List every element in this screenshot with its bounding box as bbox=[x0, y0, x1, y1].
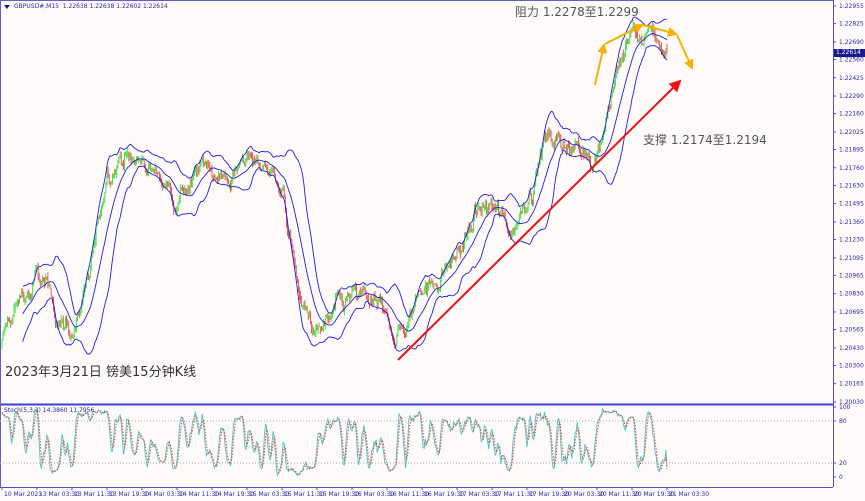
price-tick-label: 1.21360 bbox=[839, 219, 864, 226]
price-tick-label: 1.21230 bbox=[839, 237, 864, 244]
time-tick-label: 14 Mar 19:30 bbox=[214, 491, 254, 498]
resistance-note: 阻力 1.2278至1.2299 bbox=[515, 5, 639, 19]
current-price-tag: 1.22614 bbox=[834, 49, 865, 57]
stoch-label: Stoch(5,3,3) 14.3860 11.7956 bbox=[4, 407, 95, 414]
time-tick-label: 17 Mar 19:30 bbox=[529, 491, 569, 498]
stoch-signal-line bbox=[1, 408, 668, 476]
price-tick-label: 1.22560 bbox=[839, 56, 864, 63]
time-tick-label: 13 Mar 03:30 bbox=[39, 491, 79, 498]
price-tick-label: 1.21095 bbox=[839, 255, 864, 262]
stoch-tick-label: 20 bbox=[839, 460, 847, 467]
drawings bbox=[397, 24, 694, 361]
price-tick-label: 1.22025 bbox=[839, 129, 864, 136]
time-tick-label: 17 Mar 03:30 bbox=[459, 491, 499, 498]
price-tick-label: 1.21760 bbox=[839, 165, 864, 172]
price-tick-label: 1.22160 bbox=[839, 111, 864, 118]
price-tick-label: 1.22425 bbox=[839, 75, 864, 82]
forecast-arrow bbox=[642, 24, 678, 37]
price-tick-label: 1.20565 bbox=[839, 327, 864, 334]
bollinger-upper bbox=[22, 16, 668, 318]
time-tick-label: 13 Mar 11:30 bbox=[74, 491, 114, 498]
chart-title-note: 2023年3月21日 镑美15分钟K线 bbox=[5, 365, 197, 380]
forecast-arrow bbox=[676, 34, 694, 70]
symbol-label: GBPUSD#,M15 bbox=[14, 3, 59, 10]
support-note: 支撑 1.2174至1.2194 bbox=[643, 133, 767, 147]
price-tick-label: 1.22955 bbox=[839, 3, 864, 10]
candles bbox=[1, 20, 668, 350]
price-tick-label: 1.21630 bbox=[839, 182, 864, 189]
price-tick-label: 1.20695 bbox=[839, 309, 864, 316]
time-tick-label: 15 Mar 03:30 bbox=[249, 491, 289, 498]
price-tick-label: 1.20030 bbox=[839, 399, 864, 406]
price-tick-label: 1.20430 bbox=[839, 345, 864, 352]
chart-header: GBPUSD#,M15 1.22638 1.22638 1.22602 1.22… bbox=[4, 3, 168, 10]
forecast-arrow bbox=[594, 43, 608, 86]
bollinger-middle bbox=[22, 33, 668, 332]
time-tick-label: 15 Mar 19:30 bbox=[319, 491, 359, 498]
price-tick-label: 1.22690 bbox=[839, 39, 864, 46]
bollinger-lower bbox=[22, 45, 668, 355]
time-tick-label: 10 Mar 2023 bbox=[4, 491, 42, 498]
price-tick-label: 1.20300 bbox=[839, 362, 864, 369]
stoch-tick-label: 0 bbox=[839, 474, 843, 481]
price-tick-label: 1.20830 bbox=[839, 291, 864, 298]
price-tick-label: 1.21895 bbox=[839, 147, 864, 154]
time-tick-label: 20 Mar 11:30 bbox=[599, 491, 639, 498]
time-tick-label: 17 Mar 11:30 bbox=[494, 491, 534, 498]
price-tick-label: 1.20165 bbox=[839, 381, 864, 388]
price-tick-label: 1.21495 bbox=[839, 201, 864, 208]
ohlc-values: 1.22638 1.22638 1.22602 1.22614 bbox=[62, 3, 168, 10]
time-tick-label: 16 Mar 11:30 bbox=[389, 491, 429, 498]
stoch-tick-label: 100 bbox=[839, 404, 851, 411]
time-tick-label: 20 Mar 19:30 bbox=[634, 491, 674, 498]
stoch-tick-label: 80 bbox=[839, 418, 847, 425]
price-tick-label: 1.20965 bbox=[839, 272, 864, 279]
time-tick-label: 16 Mar 19:30 bbox=[424, 491, 464, 498]
stochastic-panel bbox=[1, 407, 668, 477]
dropdown-triangle-icon[interactable] bbox=[4, 4, 10, 9]
time-tick-label: 14 Mar 11:30 bbox=[179, 491, 219, 498]
time-tick-label: 15 Mar 11:30 bbox=[284, 491, 324, 498]
price-tick-label: 1.22290 bbox=[839, 93, 864, 100]
time-tick-label: 16 Mar 03:30 bbox=[354, 491, 394, 498]
time-tick-label: 20 Mar 03:30 bbox=[564, 491, 604, 498]
bollinger-bands bbox=[22, 16, 668, 355]
time-tick-label: 13 Mar 19:30 bbox=[109, 491, 149, 498]
time-tick-label: 21 Mar 03:30 bbox=[669, 491, 709, 498]
stoch-main-line bbox=[1, 407, 668, 477]
support-trendline-arrow bbox=[397, 79, 682, 361]
price-tick-label: 1.22825 bbox=[839, 21, 864, 28]
time-tick-label: 14 Mar 03:30 bbox=[144, 491, 184, 498]
forecast-arrow bbox=[604, 24, 644, 45]
